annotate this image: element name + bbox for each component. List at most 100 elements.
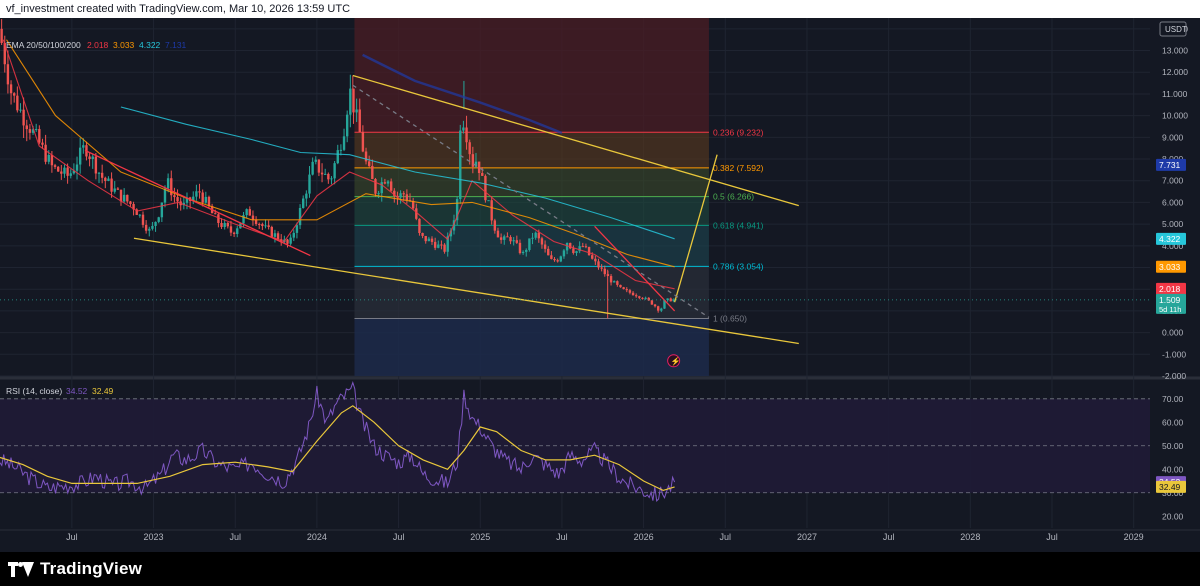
candle-body bbox=[214, 213, 217, 215]
price-tick-label: 10.000 bbox=[1162, 111, 1188, 121]
candle-body bbox=[38, 129, 41, 143]
candle-body bbox=[653, 304, 657, 307]
candle-body bbox=[50, 154, 54, 166]
rsi-tick-label: 50.00 bbox=[1162, 441, 1184, 451]
price-tick-label: 4.000 bbox=[1162, 241, 1184, 251]
candle-body bbox=[217, 214, 220, 223]
trendlines bbox=[84, 74, 799, 345]
candle-body bbox=[547, 248, 550, 256]
candle-body bbox=[411, 201, 415, 209]
candle-body bbox=[647, 297, 650, 301]
candle-body bbox=[666, 298, 669, 300]
candle-body bbox=[355, 109, 358, 113]
candle-body bbox=[603, 268, 606, 275]
candle-body bbox=[41, 142, 44, 145]
candle-body bbox=[273, 233, 277, 237]
price-tick-label: 7.000 bbox=[1162, 176, 1184, 186]
candle-body bbox=[19, 109, 22, 111]
candle-body bbox=[628, 290, 632, 293]
candle-body bbox=[34, 129, 38, 131]
ema-legend-value: 4.322 bbox=[139, 40, 161, 50]
candle-body bbox=[345, 114, 349, 137]
rsi-series bbox=[0, 381, 676, 502]
candle-body bbox=[521, 251, 525, 254]
candle-body bbox=[223, 223, 226, 227]
candle-body bbox=[251, 215, 255, 220]
candle-body bbox=[487, 200, 490, 202]
candle-body bbox=[459, 130, 462, 200]
candle-body bbox=[295, 225, 299, 233]
candle-body bbox=[465, 127, 468, 143]
candle-body bbox=[292, 232, 295, 238]
tradingview-footer: TradingView bbox=[0, 552, 1200, 586]
price-chart[interactable]: 0.236 (9.232) 0.382 (7.592) 0.5 (6.266) 0.6… bbox=[0, 18, 1200, 552]
candle-body bbox=[286, 239, 289, 244]
candle-body bbox=[323, 173, 327, 175]
price-tick-label: 13.000 bbox=[1162, 46, 1188, 56]
candle-body bbox=[462, 127, 465, 131]
candle-body bbox=[91, 156, 94, 159]
candle-body bbox=[474, 161, 478, 167]
time-axis: Jul 2023 Jul 2024 Jul 2025 Jul 2026 Jul 2027 Jul 20… bbox=[66, 532, 1144, 542]
candle-body bbox=[25, 125, 28, 130]
candle-body bbox=[204, 196, 208, 203]
candle-body bbox=[151, 225, 154, 229]
candle-body bbox=[9, 84, 13, 94]
credit-text: vf_investment created with TradingView.c… bbox=[6, 3, 351, 15]
candle-body bbox=[195, 191, 198, 197]
candle-body bbox=[66, 167, 69, 176]
candle-body bbox=[591, 255, 594, 259]
candle-body bbox=[298, 208, 302, 226]
candle-body bbox=[358, 109, 361, 133]
candle-body bbox=[16, 95, 19, 111]
candle-body bbox=[531, 237, 534, 239]
candle-body bbox=[528, 238, 531, 250]
candle-body bbox=[609, 276, 613, 283]
candle-body bbox=[572, 248, 575, 254]
candle-body bbox=[575, 251, 578, 254]
candle-body bbox=[258, 224, 261, 226]
candle-body bbox=[367, 161, 371, 166]
candle-body bbox=[509, 237, 512, 242]
candle-body bbox=[424, 235, 427, 242]
candle-body bbox=[361, 132, 365, 152]
price-label-text: 1.509 bbox=[1159, 295, 1181, 305]
currency-badge: USDT bbox=[1159, 21, 1187, 37]
candle-body bbox=[270, 226, 273, 237]
candle-body bbox=[72, 170, 76, 174]
rsi-tick-label: 70.00 bbox=[1162, 394, 1184, 404]
candle-body bbox=[518, 242, 522, 254]
candle-body bbox=[60, 171, 63, 174]
candle-body bbox=[433, 241, 437, 248]
ema-legend-name: EMA 20/50/100/200 bbox=[6, 40, 81, 50]
candle-body bbox=[339, 149, 343, 151]
time-tick-label: Jul bbox=[1046, 532, 1058, 542]
fib-zone-band bbox=[354, 318, 709, 376]
candle-body bbox=[342, 136, 346, 150]
candle-body bbox=[138, 214, 142, 216]
candle-body bbox=[371, 165, 374, 179]
price-tick-label: -2.000 bbox=[1162, 371, 1186, 381]
candle-body bbox=[110, 178, 113, 192]
time-tick-label: Jul bbox=[393, 532, 405, 542]
candle-body bbox=[537, 232, 541, 239]
candle-body bbox=[625, 289, 628, 291]
candle-body bbox=[245, 209, 248, 216]
candle-body bbox=[308, 174, 311, 194]
price-label: 3.033 bbox=[1156, 260, 1186, 273]
candle-body bbox=[503, 236, 506, 240]
trendline bbox=[84, 149, 311, 257]
rsi-legend-value: 34.52 bbox=[66, 386, 88, 396]
candle-body bbox=[336, 150, 339, 164]
price-tick-label: 11.000 bbox=[1162, 89, 1188, 99]
candle-body bbox=[490, 200, 493, 221]
candle-body bbox=[446, 236, 449, 252]
candle-body bbox=[418, 218, 421, 233]
rsi-ma-line bbox=[0, 405, 675, 492]
candle-body bbox=[569, 242, 572, 249]
candle-body bbox=[641, 297, 644, 299]
candle-body bbox=[148, 228, 151, 231]
candle-body bbox=[415, 208, 418, 219]
candle-body bbox=[565, 242, 569, 251]
rsi-line bbox=[0, 381, 676, 502]
